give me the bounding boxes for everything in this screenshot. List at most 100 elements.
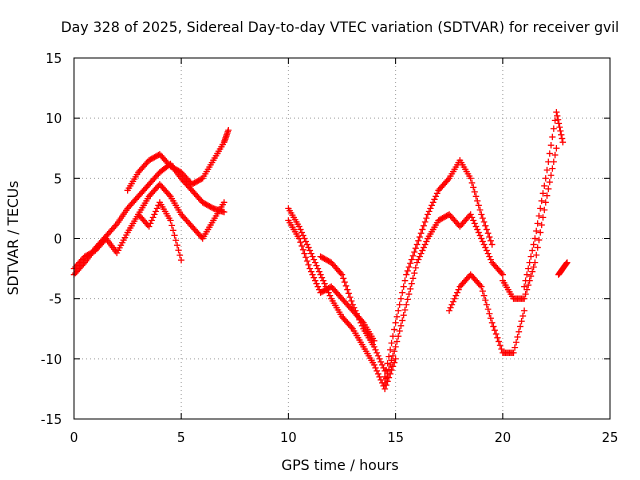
data-point [541, 206, 548, 214]
data-point [370, 361, 378, 369]
data-point [480, 241, 488, 248]
data-point [148, 217, 155, 224]
data-point [344, 286, 351, 293]
data-point [404, 267, 411, 275]
data-point [112, 222, 119, 229]
data-point [405, 290, 413, 298]
data-point [429, 199, 437, 206]
data-point [471, 188, 478, 196]
data-point [555, 120, 563, 127]
x-tick-label: 25 [602, 431, 619, 446]
y-axis-title: SDTVAR / TECUs [6, 181, 22, 296]
data-point [399, 289, 406, 296]
data-point [310, 274, 318, 281]
data-point [349, 301, 356, 308]
data-point [373, 349, 381, 357]
data-point [411, 248, 418, 256]
data-points [70, 108, 571, 393]
data-point [169, 227, 177, 234]
x-tick-label: 10 [280, 431, 297, 446]
data-point [444, 176, 452, 184]
data-point [482, 222, 489, 229]
data-point [492, 330, 500, 338]
data-point [353, 310, 360, 317]
data-point [318, 274, 326, 281]
data-point [173, 242, 181, 249]
data-point [518, 318, 525, 325]
data-point [522, 290, 529, 298]
data-point [553, 108, 560, 116]
data-point [171, 232, 178, 239]
data-point [480, 218, 488, 226]
data-point [534, 244, 541, 251]
data-point [307, 268, 315, 275]
data-point [530, 241, 537, 248]
data-point [175, 247, 182, 254]
data-point [387, 346, 394, 354]
data-point [499, 271, 506, 278]
y-tick-label: 15 [45, 52, 62, 67]
data-point [168, 222, 176, 229]
data-point [486, 253, 493, 260]
data-point [556, 123, 563, 131]
data-point [145, 223, 153, 230]
data-point [400, 312, 407, 319]
data-point [483, 301, 490, 308]
data-point [420, 222, 427, 229]
data-point [521, 295, 528, 302]
data-point [421, 218, 429, 226]
data-point [354, 313, 362, 320]
data-point [432, 193, 439, 200]
data-point [302, 254, 310, 261]
data-point [547, 172, 555, 179]
data-point [542, 199, 549, 206]
plot-frame [73, 57, 611, 420]
data-point [531, 259, 539, 266]
data-point [376, 373, 383, 381]
data-point [301, 250, 308, 257]
series-track-c-morning-high [124, 127, 232, 194]
series-track-g-descent-short [317, 253, 389, 375]
data-point [405, 263, 413, 271]
chart-title: Day 328 of 2025, Sidereal Day-to-day VTE… [61, 20, 619, 36]
data-point [554, 112, 561, 120]
data-point [539, 190, 547, 197]
data-point [468, 179, 476, 187]
data-point [496, 342, 504, 349]
data-point [423, 238, 430, 245]
data-point [511, 344, 519, 351]
data-point [220, 208, 228, 216]
data-point [225, 127, 232, 134]
data-point [486, 310, 493, 317]
series-track-h-rise-upper [381, 157, 496, 381]
series-track-k-evening-rise [499, 145, 560, 302]
series-track-b-morning-low [70, 199, 185, 272]
data-point [176, 251, 184, 259]
data-point [356, 316, 363, 323]
data-point [299, 232, 307, 239]
data-point [306, 247, 314, 254]
data-point [147, 220, 154, 227]
data-point [488, 319, 496, 326]
data-point [537, 205, 544, 212]
data-point [476, 281, 484, 289]
y-tick-label: 5 [54, 172, 62, 187]
data-point [413, 241, 421, 248]
data-point [381, 385, 389, 393]
data-point [428, 202, 435, 209]
data-point [370, 343, 378, 350]
series-track-j-evening-trough [446, 271, 528, 357]
data-point [220, 199, 228, 206]
data-point [484, 305, 492, 313]
data-point [482, 244, 489, 251]
data-point [530, 263, 537, 271]
data-point [385, 366, 393, 373]
data-point [388, 339, 395, 347]
data-point [326, 292, 334, 299]
data-point [550, 158, 557, 165]
data-point [320, 277, 327, 284]
data-point [559, 139, 567, 146]
data-point [521, 283, 528, 290]
data-point [484, 250, 492, 257]
data-point [420, 244, 427, 251]
